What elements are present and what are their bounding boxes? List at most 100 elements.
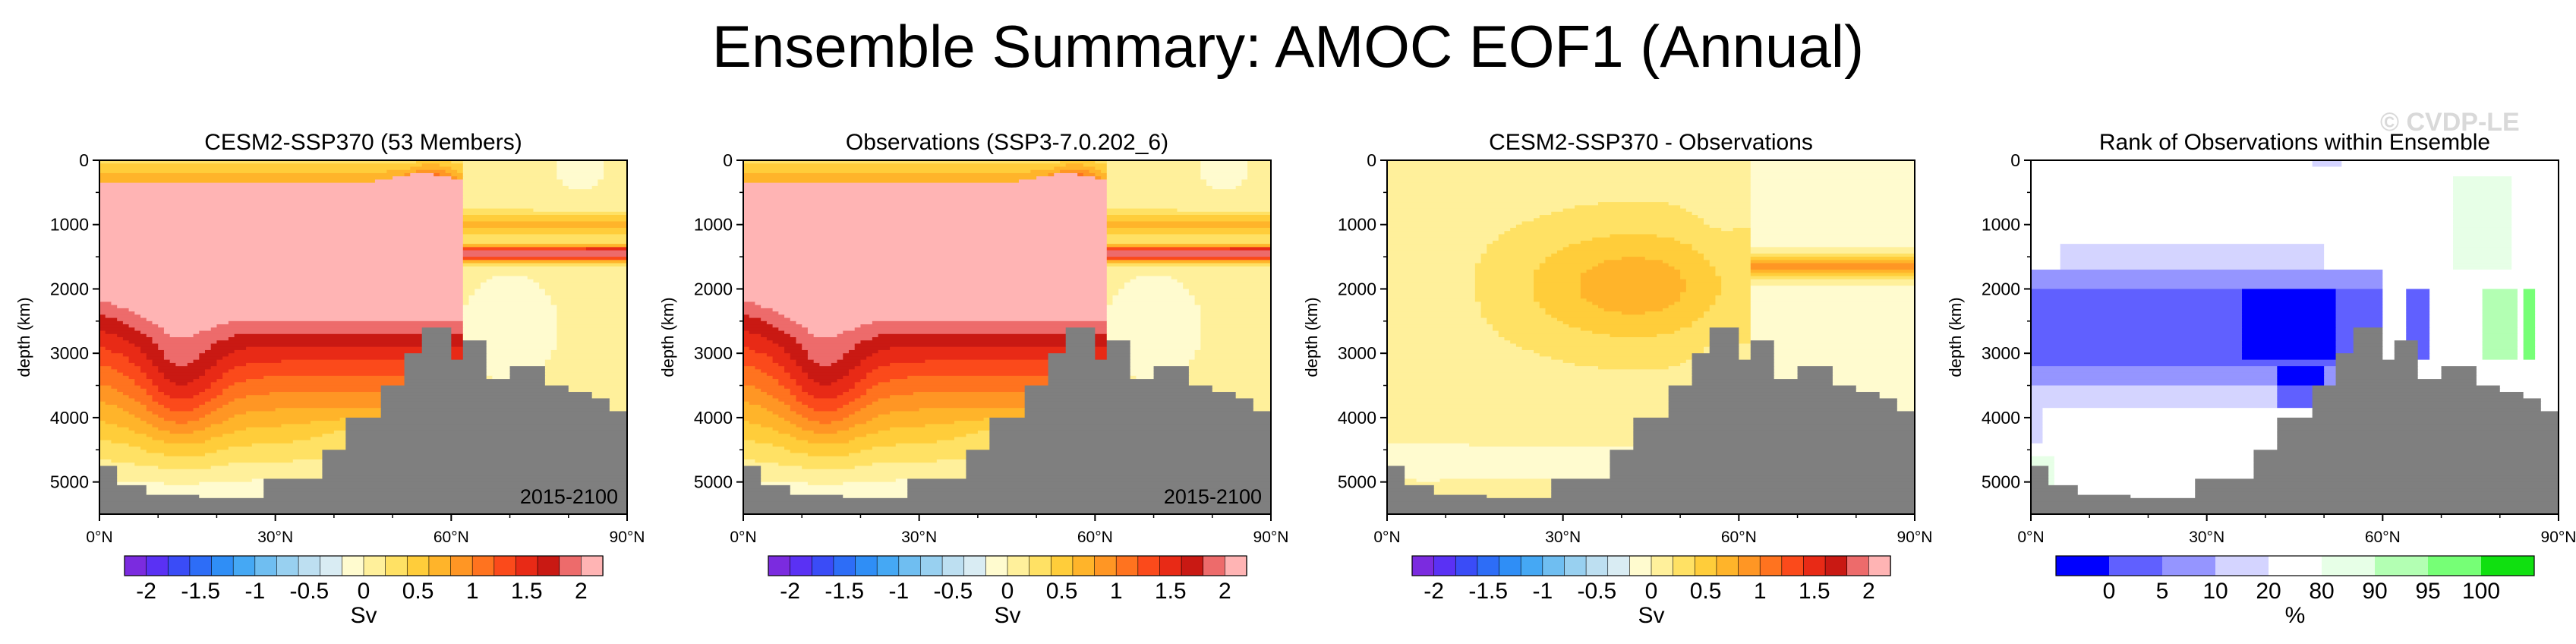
heatmap-cell <box>1750 211 1915 216</box>
colorbar-box <box>385 555 408 576</box>
heatmap-cell <box>128 308 464 312</box>
heatmap-cell <box>743 286 1108 290</box>
heatmap-cell <box>2335 333 2354 338</box>
heatmap-cell <box>743 185 1108 190</box>
heatmap-cell <box>1387 369 1693 374</box>
heatmap-cell <box>1241 182 1272 187</box>
heatmap-cell <box>2511 253 2559 257</box>
heatmap-cell <box>2429 305 2483 309</box>
heatmap-cell <box>2517 343 2524 348</box>
heatmap-cell <box>158 401 206 406</box>
heatmap-cell <box>1610 456 1915 460</box>
heatmap-cell <box>2429 333 2483 338</box>
heatmap-cell <box>907 375 1049 380</box>
heatmap-cell <box>1750 179 1915 184</box>
heatmap-cell <box>743 340 774 345</box>
heatmap-cell <box>866 388 1026 393</box>
heatmap-cell <box>802 346 856 351</box>
heatmap-cell <box>128 411 153 415</box>
heatmap-cell <box>1247 176 1272 181</box>
heatmap-cell <box>1692 369 1775 374</box>
heatmap-cell <box>2453 237 2512 242</box>
heatmap-cell <box>246 395 382 399</box>
heatmap-cell <box>462 250 628 254</box>
heatmap-cell <box>544 375 628 380</box>
heatmap-cell <box>1480 260 1547 264</box>
heatmap-cell <box>557 163 604 168</box>
heatmap-cell <box>2341 160 2559 164</box>
heatmap-cell <box>1048 375 1131 380</box>
heatmap-cell <box>1106 244 1272 248</box>
heatmap-cell <box>216 450 323 454</box>
heatmap-cell <box>2523 298 2536 302</box>
heatmap-cell <box>2031 279 2383 283</box>
heatmap-cell <box>1112 298 1196 302</box>
heatmap-cell <box>486 340 557 345</box>
colorbar-box <box>298 555 321 576</box>
heatmap-cell <box>1633 430 1915 434</box>
heatmap-cell <box>597 179 628 184</box>
heatmap-cell <box>1194 353 1272 358</box>
heatmap-cell <box>585 247 628 251</box>
heatmap-cell <box>99 218 464 223</box>
heatmap-cell <box>404 356 452 361</box>
x-tick-label: 30°N <box>2189 529 2224 546</box>
heatmap-cell <box>1387 189 1751 193</box>
heatmap-cell <box>1897 404 1915 409</box>
heatmap-cell <box>1387 421 1634 425</box>
heatmap-cell <box>557 343 628 348</box>
heatmap-cell <box>146 317 464 322</box>
heatmap-cell <box>761 466 802 470</box>
heatmap-cell <box>749 314 785 319</box>
heatmap-cell <box>743 166 1055 171</box>
heatmap-cell <box>2476 379 2559 383</box>
heatmap-cell <box>761 469 967 473</box>
heatmap-cell <box>2335 320 2383 325</box>
heatmap-cell <box>2406 320 2430 325</box>
heatmap-cell <box>2031 240 2454 245</box>
heatmap-cell <box>146 333 171 338</box>
heatmap-cell <box>977 430 990 434</box>
heatmap-cell <box>2535 311 2559 315</box>
heatmap-cell <box>2031 237 2454 242</box>
heatmap-cell <box>2523 395 2559 399</box>
heatmap-cell <box>966 450 1272 454</box>
heatmap-cell <box>1633 440 1915 444</box>
heatmap-cell <box>2335 362 2419 367</box>
heatmap-cell <box>2482 349 2518 354</box>
heatmap-cell <box>2031 176 2454 181</box>
heatmap-cell <box>2382 276 2559 280</box>
heatmap-cell <box>1539 266 1593 270</box>
heatmap-cell <box>1750 356 1775 361</box>
heatmap-cell <box>1487 317 1558 322</box>
heatmap-cell <box>1750 250 1915 254</box>
heatmap-cell <box>2511 179 2559 184</box>
colorbar-tick-label: -0.5 <box>1578 579 1617 604</box>
heatmap-cell <box>1095 337 1108 341</box>
heatmap-cell <box>134 311 464 315</box>
heatmap-cell <box>2535 356 2559 361</box>
heatmap-cell <box>1183 286 1272 290</box>
heatmap-cell <box>2031 276 2383 280</box>
y-tick-label: 3000 <box>1982 343 2020 363</box>
heatmap-cell <box>152 437 212 441</box>
heatmap-cell <box>462 198 628 203</box>
heatmap-cell <box>2031 221 2454 226</box>
heatmap-cell <box>843 392 867 396</box>
heatmap-cell <box>1387 501 1915 505</box>
heatmap-cell <box>807 330 843 335</box>
heatmap-cell <box>1200 337 1272 341</box>
heatmap-cell <box>1498 333 1611 338</box>
heatmap-cell <box>2335 369 2419 374</box>
heatmap-cell <box>743 414 779 418</box>
heatmap-cell <box>2517 337 2524 341</box>
heatmap-cell <box>2535 320 2559 325</box>
heatmap-cell <box>854 382 879 387</box>
heatmap-cell <box>2517 320 2524 325</box>
heatmap-cell <box>416 160 452 164</box>
heatmap-cell <box>509 372 546 377</box>
heatmap-cell <box>854 398 879 402</box>
heatmap-cell <box>550 353 628 358</box>
heatmap-cell <box>1095 346 1108 351</box>
heatmap-cell <box>743 456 967 460</box>
